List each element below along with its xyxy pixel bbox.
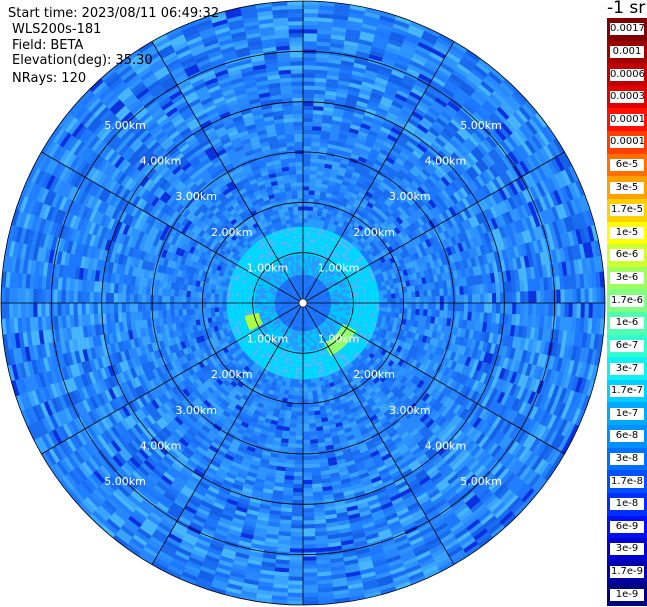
- start-time-line: Start time: 2023/08/11 06:49:32: [8, 6, 220, 21]
- range-ring-label: 3.00km: [389, 190, 431, 203]
- range-ring-label: 3.00km: [175, 190, 217, 203]
- field-value: BETA: [50, 38, 84, 53]
- nrays-line: NRays: 120: [12, 71, 87, 86]
- elevation-value: 35.30: [115, 53, 153, 68]
- colorbar-tick-label: 1e-7: [610, 407, 644, 420]
- colorbar-tick-label: 1.7e-9: [610, 566, 644, 579]
- colorbar-tick-label: 6e-5: [610, 159, 644, 171]
- range-ring-label: 5.00km: [104, 475, 146, 488]
- colorbar-tick-label: 0.001: [610, 45, 644, 58]
- colorbar-tick-label: 0.0001: [610, 136, 645, 149]
- colorbar-unit: -1 sr: [607, 0, 646, 18]
- colorbar-tick-label: 6e-6: [610, 249, 644, 262]
- range-ring-label: 4.00km: [425, 439, 467, 452]
- colorbar-tick-label: 3e-8: [610, 453, 644, 465]
- range-ring-label: 2.00km: [353, 226, 395, 239]
- colorbar-tick-label: 1.7e-8: [610, 475, 644, 488]
- range-ring-label: 3.00km: [175, 404, 217, 417]
- nrays-value: 120: [61, 71, 87, 86]
- range-ring-label: 4.00km: [140, 155, 182, 168]
- colorbar: 0.0017 0.001 0.0006 0.0003 0.00017 0.0001 6e-5…: [607, 18, 647, 607]
- colorbar-tick-label: 3e-6: [610, 272, 644, 285]
- ppi-plot: 1.00km 1.00km 1.00km 1.00km 2.00km 2.00km 2.00…: [0, 0, 606, 606]
- field-line: Field: BETA: [12, 38, 84, 53]
- colorbar-tick-label: 6e-7: [610, 339, 644, 352]
- colorbar-tick-label: 6e-8: [610, 430, 644, 443]
- range-ring-label: 2.00km: [211, 226, 253, 239]
- range-ring-label: 3.00km: [389, 404, 431, 417]
- colorbar-tick-label: 3e-5: [610, 181, 644, 194]
- range-grid: [0, 0, 606, 606]
- colorbar-tick-label: 3e-9: [610, 543, 644, 556]
- range-ring-label: 2.00km: [353, 368, 395, 381]
- colorbar-tick-label: 6e-9: [610, 520, 644, 533]
- colorbar-tick-label: 0.00017: [610, 113, 647, 126]
- colorbar-tick-label: 0.0003: [610, 91, 645, 104]
- range-ring-label: 1.00km: [318, 333, 360, 346]
- range-ring-label: 1.00km: [247, 261, 289, 274]
- radar-center-marker: [298, 298, 308, 308]
- backscatter-field: [0, 0, 606, 606]
- hotspot-patch: [323, 323, 357, 357]
- range-ring-label: 1.00km: [318, 261, 360, 274]
- range-ring-label: 4.00km: [425, 155, 467, 168]
- range-ring-label: 4.00km: [140, 439, 182, 452]
- colorbar-tick-label: 0.0017: [610, 23, 645, 36]
- instrument-name: WLS200s-181: [12, 22, 102, 37]
- colorbar-tick-label: 3e-7: [610, 362, 644, 375]
- elevation-line: Elevation(deg): 35.30: [12, 53, 153, 68]
- colorbar-tick-label: 1e-5: [610, 226, 644, 239]
- range-ring-label: 1.00km: [247, 333, 289, 346]
- range-ring-label: 5.00km: [460, 119, 502, 132]
- range-ring-label: 5.00km: [104, 119, 146, 132]
- colorbar-tick-label: 1e-6: [610, 317, 644, 330]
- colorbar-tick-label: 1.7e-6: [610, 294, 644, 307]
- range-ring-label: 2.00km: [211, 368, 253, 381]
- colorbar-tick-label: 1e-8: [610, 498, 644, 511]
- colorbar-tick-label: 1.7e-7: [610, 385, 644, 398]
- colorbar-tick-label: 1e-9: [610, 588, 644, 601]
- colorbar-tick-label: 0.0006: [610, 68, 645, 81]
- start-time-value: 2023/08/11 06:49:32: [81, 6, 220, 21]
- range-ring-label: 5.00km: [460, 475, 502, 488]
- range-labels: 1.00km 1.00km 1.00km 1.00km 2.00km 2.00km 2.00…: [104, 119, 502, 488]
- colorbar-tick-label: 1.7e-5: [610, 204, 644, 217]
